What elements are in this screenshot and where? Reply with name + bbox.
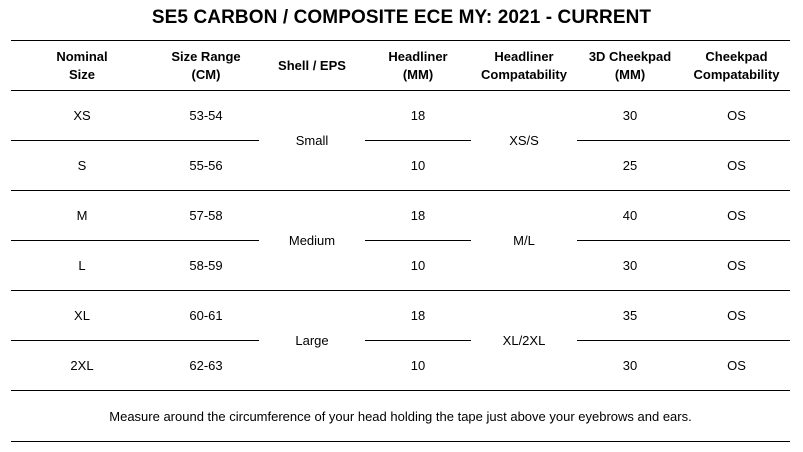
- page-title: SE5 CARBON / COMPOSITE ECE MY: 2021 - CU…: [151, 7, 652, 28]
- shell-cell: Medium: [259, 190, 365, 291]
- shell-cell: Small: [259, 90, 365, 191]
- table-row: S 55-56 10 25 OS: [11, 140, 790, 191]
- range-cell: 58-59: [153, 240, 259, 291]
- header-row: Nominal Size Size Range (CM) Shell / EPS…: [11, 40, 790, 91]
- size-cell: XL: [11, 290, 153, 341]
- col-header-shell-eps: Shell / EPS: [259, 40, 365, 91]
- range-cell: 55-56: [153, 140, 259, 191]
- cheekpad-cell: 35: [577, 290, 683, 341]
- cheekpad-compat-cell: OS: [683, 140, 790, 191]
- table-row: L 58-59 10 30 OS: [11, 240, 790, 291]
- headliner-cell: 18: [365, 190, 471, 241]
- cheekpad-cell: 30: [577, 340, 683, 391]
- cheekpad-compat-cell: OS: [683, 340, 790, 391]
- size-cell: XS: [11, 90, 153, 141]
- range-cell: 62-63: [153, 340, 259, 391]
- headliner-cell: 18: [365, 90, 471, 141]
- table-row: XL 60-61 Large 18 XL/2XL 35 OS: [11, 290, 790, 391]
- headliner-compat-cell: M/L: [471, 190, 577, 291]
- headliner-compat-cell: XS/S: [471, 90, 577, 191]
- headliner-compat-cell: XL/2XL: [471, 290, 577, 391]
- col-header-headliner-compat: Headliner Compatability: [471, 40, 577, 91]
- size-cell: 2XL: [11, 340, 153, 391]
- size-cell: L: [11, 240, 153, 291]
- cheekpad-compat-cell: OS: [683, 290, 790, 341]
- cheekpad-cell: 30: [577, 240, 683, 291]
- headliner-cell: 10: [365, 340, 471, 391]
- range-cell: 60-61: [153, 290, 259, 341]
- range-cell: 57-58: [153, 190, 259, 241]
- table-row: XS 53-54 Small 18 XS/S 30 OS: [11, 90, 790, 191]
- cheekpad-cell: 25: [577, 140, 683, 191]
- cheekpad-cell: 30: [577, 90, 683, 141]
- cheekpad-cell: 40: [577, 190, 683, 241]
- col-header-cheekpad: 3D Cheekpad (MM): [577, 40, 683, 91]
- headliner-cell: 10: [365, 240, 471, 291]
- col-header-headliner: Headliner (MM): [365, 40, 471, 91]
- range-cell: 53-54: [153, 90, 259, 141]
- shell-cell: Large: [259, 290, 365, 391]
- measurement-note-text: Measure around the circumference of your…: [109, 408, 692, 424]
- headliner-cell: 10: [365, 140, 471, 191]
- col-header-nominal-size: Nominal Size: [11, 40, 153, 91]
- size-chart-table: Nominal Size Size Range (CM) Shell / EPS…: [11, 40, 790, 391]
- table-row: 2XL 62-63 10 30 OS: [11, 340, 790, 391]
- cheekpad-compat-cell: OS: [683, 240, 790, 291]
- size-cell: M: [11, 190, 153, 241]
- col-header-cheekpad-compat: Cheekpad Compatability: [683, 40, 790, 91]
- size-cell: S: [11, 140, 153, 191]
- headliner-cell: 18: [365, 290, 471, 341]
- col-header-size-range: Size Range (CM): [153, 40, 259, 91]
- cheekpad-compat-cell: OS: [683, 190, 790, 241]
- cheekpad-compat-cell: OS: [683, 90, 790, 141]
- measurement-note: Measure around the circumference of your…: [11, 390, 790, 442]
- table-row: M 57-58 Medium 18 M/L 40 OS: [11, 190, 790, 291]
